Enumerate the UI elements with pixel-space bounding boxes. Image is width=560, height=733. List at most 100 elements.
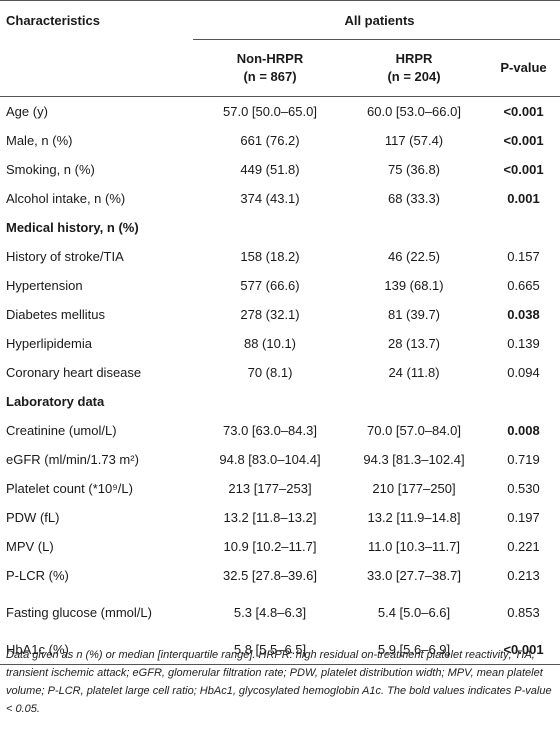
- hrpr-value: 5.4 [5.0–6.6]: [377, 605, 451, 620]
- header-p-value: P-value: [481, 39, 560, 97]
- table-row: MPV (L) 10.9 [10.2–11.7] 11.0 [10.3–11.7] 0…: [0, 532, 560, 561]
- section-spacer: [193, 387, 560, 416]
- row-label: Fasting glucose (mmol/L): [6, 605, 152, 620]
- header-blank-cell: [0, 40, 193, 97]
- table-row: HbA1c (%) 5.8 [5.5–6.5] 5.9 [5.6–6.9] <0.00…: [0, 635, 560, 665]
- table-row: Platelet count (*10⁹/L) 213 [177–253] 210 …: [0, 474, 560, 503]
- table-row: Creatinine (umol/L) 73.0 [63.0–84.3] 70.0 …: [0, 416, 560, 445]
- row-label: Coronary heart disease: [6, 365, 142, 380]
- table-row: Hypertension 577 (66.6) 139 (68.1) 0.665: [0, 271, 560, 300]
- hrpr-value: 11.0 [10.3–11.7]: [367, 539, 461, 554]
- p-value: <0.001: [503, 133, 544, 148]
- p-value: 0.221: [507, 539, 540, 554]
- p-value: 0.094: [507, 365, 540, 380]
- table-row: Smoking, n (%) 449 (51.8) 75 (36.8) <0.001: [0, 155, 560, 184]
- header-hrpr-n: (n = 204): [387, 69, 441, 84]
- p-value: 0.719: [507, 452, 540, 467]
- hrpr-value: 46 (22.5): [387, 249, 441, 264]
- header-non-hrpr-n: (n = 867): [243, 69, 297, 84]
- hrpr-value: 5.9 [5.6–6.9]: [341, 635, 481, 665]
- header-non-hrpr-label: Non-HRPR: [236, 51, 304, 66]
- p-value: <0.001: [503, 104, 544, 119]
- header-p-value-label: P-value: [500, 60, 547, 75]
- hrpr-value: 94.3 [81.3–102.4]: [363, 452, 465, 467]
- section-label: Medical history, n (%): [6, 220, 139, 235]
- non-hrpr-value: 5.8 [5.5–6.5]: [193, 635, 341, 665]
- header-hrpr-label: HRPR: [395, 51, 433, 66]
- header-non-hrpr: Non-HRPR (n = 867): [193, 39, 341, 97]
- hrpr-value: 75 (36.8): [387, 162, 441, 177]
- hrpr-value: 70.0 [57.0–84.0]: [367, 423, 461, 438]
- p-value: 0.157: [507, 249, 540, 264]
- table-row: Alcohol intake, n (%) 374 (43.1) 68 (33.3)…: [0, 184, 560, 213]
- non-hrpr-value: 88 (10.1): [243, 336, 297, 351]
- p-value: <0.001: [481, 635, 560, 665]
- p-value: 0.139: [507, 336, 540, 351]
- row-label: Hypertension: [6, 278, 83, 293]
- non-hrpr-value: 278 (32.1): [240, 307, 300, 322]
- row-label: History of stroke/TIA: [6, 249, 124, 264]
- row-label: HbA1c (%): [0, 635, 193, 665]
- table-row: Male, n (%) 661 (76.2) 117 (57.4) <0.001: [0, 126, 560, 155]
- p-value: 0.038: [507, 307, 540, 322]
- row-label: PDW (fL): [6, 510, 60, 525]
- row-label: Age (y): [6, 104, 48, 119]
- table-row: Fasting glucose (mmol/L) 5.3 [4.8–6.3] 5.4…: [0, 590, 560, 635]
- section-spacer: [193, 213, 560, 242]
- header-characteristics: Characteristics: [0, 0, 193, 40]
- non-hrpr-value: 213 [177–253]: [228, 481, 312, 496]
- hrpr-value: 81 (39.7): [387, 307, 441, 322]
- row-label: P-LCR (%): [6, 568, 69, 583]
- section-label: Laboratory data: [6, 394, 105, 409]
- table-row: Coronary heart disease 70 (8.1) 24 (11.8) 0…: [0, 358, 560, 387]
- table-row: History of stroke/TIA 158 (18.2) 46 (22.5)…: [0, 242, 560, 271]
- hrpr-value: 139 (68.1): [384, 278, 444, 293]
- hrpr-value: 60.0 [53.0–66.0]: [367, 104, 461, 119]
- non-hrpr-value: 10.9 [10.2–11.7]: [223, 539, 317, 554]
- p-value: 0.001: [507, 191, 540, 206]
- non-hrpr-value: 5.3 [4.8–6.3]: [233, 605, 307, 620]
- row-label: Creatinine (umol/L): [6, 423, 117, 438]
- non-hrpr-value: 13.2 [11.8–13.2]: [223, 510, 317, 525]
- hrpr-value: 210 [177–250]: [372, 481, 456, 496]
- p-value: 0.197: [507, 510, 540, 525]
- table-footnote: Data given as n (%) or median [interquar…: [6, 649, 552, 715]
- table-row: Hyperlipidemia 88 (10.1) 28 (13.7) 0.139: [0, 329, 560, 358]
- hrpr-value: 68 (33.3): [387, 191, 441, 206]
- non-hrpr-value: 577 (66.6): [240, 278, 300, 293]
- table-row: eGFR (ml/min/1.73 m²) 94.8 [83.0–104.4] 94…: [0, 445, 560, 474]
- row-label: Hyperlipidemia: [6, 336, 92, 351]
- row-label: Alcohol intake, n (%): [6, 191, 126, 206]
- non-hrpr-value: 661 (76.2): [240, 133, 300, 148]
- header-hrpr: HRPR (n = 204): [341, 39, 481, 97]
- p-value: 0.008: [507, 423, 540, 438]
- non-hrpr-value: 57.0 [50.0–65.0]: [223, 104, 317, 119]
- table-row: P-LCR (%) 32.5 [27.8–39.6] 33.0 [27.7–38.7…: [0, 561, 560, 590]
- p-value: 0.213: [507, 568, 540, 583]
- table-row: Age (y) 57.0 [50.0–65.0] 60.0 [53.0–66.0] <…: [0, 97, 560, 127]
- p-value: 0.665: [507, 278, 540, 293]
- header-row-top: Characteristics All patients: [0, 0, 560, 40]
- non-hrpr-value: 449 (51.8): [240, 162, 300, 177]
- hrpr-value: 28 (13.7): [387, 336, 441, 351]
- hrpr-value: 13.2 [11.9–14.8]: [367, 510, 461, 525]
- row-label: Male, n (%): [6, 133, 73, 148]
- characteristics-table: Characteristics All patients Non-HRPR (n…: [0, 0, 560, 665]
- row-label: Platelet count (*10⁹/L): [6, 481, 133, 496]
- hrpr-value: 33.0 [27.7–38.7]: [367, 568, 461, 583]
- header-row-columns: Non-HRPR (n = 867) HRPR (n = 204) P-valu…: [0, 39, 560, 97]
- non-hrpr-value: 374 (43.1): [240, 191, 300, 206]
- row-label: eGFR (ml/min/1.73 m²): [6, 452, 139, 467]
- p-value: 0.530: [507, 481, 540, 496]
- header-all-patients: All patients: [193, 0, 560, 40]
- hrpr-value: 24 (11.8): [388, 365, 440, 380]
- row-label: Smoking, n (%): [6, 162, 95, 177]
- table-row: PDW (fL) 13.2 [11.8–13.2] 13.2 [11.9–14.8]…: [0, 503, 560, 532]
- non-hrpr-value: 94.8 [83.0–104.4]: [219, 452, 321, 467]
- row-label: MPV (L): [6, 539, 54, 554]
- non-hrpr-value: 158 (18.2): [240, 249, 300, 264]
- non-hrpr-value: 73.0 [63.0–84.3]: [223, 423, 317, 438]
- p-value: <0.001: [503, 162, 544, 177]
- non-hrpr-value: 70 (8.1): [247, 365, 293, 380]
